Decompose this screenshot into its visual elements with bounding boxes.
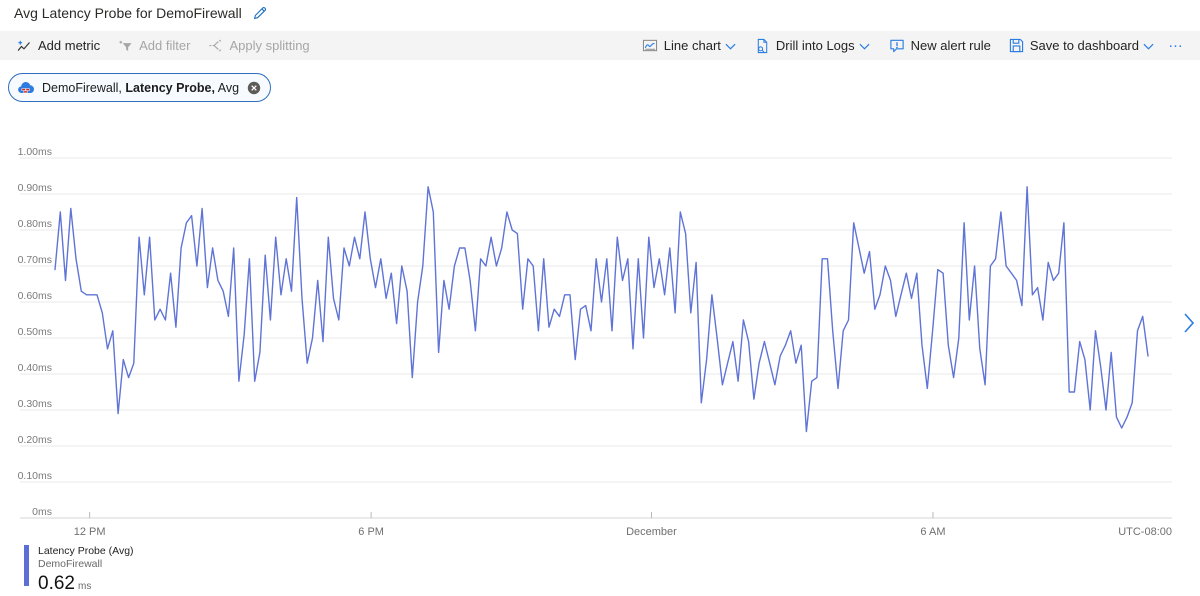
drill-into-logs-dropdown[interactable]: Drill into Logs <box>746 34 880 58</box>
line-chart-label: Line chart <box>663 38 721 53</box>
svg-text:0.80ms: 0.80ms <box>18 218 52 230</box>
metric-pill[interactable]: DemoFirewall, Latency Probe, Avg <box>8 73 272 102</box>
svg-text:0.10ms: 0.10ms <box>18 470 52 482</box>
add-metric-label: Add metric <box>38 38 101 53</box>
svg-text:0.50ms: 0.50ms <box>18 326 52 338</box>
add-filter-label: Add filter <box>139 38 191 53</box>
new-alert-rule-icon <box>889 39 904 52</box>
add-metric-icon <box>17 40 30 51</box>
chevron-down-icon <box>1143 43 1154 50</box>
more-commands-button[interactable]: … <box>1164 32 1192 59</box>
apply-splitting-label: Apply splitting <box>229 38 310 53</box>
chart-title-row: Avg Latency Probe for DemoFirewall <box>14 5 268 21</box>
svg-text:0.60ms: 0.60ms <box>18 290 52 302</box>
add-filter-icon <box>119 40 132 51</box>
legend-color-bar <box>24 545 29 586</box>
scroll-time-forward-button[interactable] <box>1180 310 1198 339</box>
apply-splitting-button[interactable]: Apply splitting <box>199 34 318 57</box>
new-alert-rule-button[interactable]: New alert rule <box>880 34 1000 58</box>
svg-text:UTC-08:00: UTC-08:00 <box>1118 526 1172 538</box>
legend-value-number: 0.62 <box>38 573 75 595</box>
legend-item[interactable]: Latency Probe (Avg) DemoFirewall 0.62 ms <box>24 545 134 596</box>
svg-text:0.20ms: 0.20ms <box>18 434 52 446</box>
new-alert-rule-label: New alert rule <box>910 38 991 53</box>
save-to-dashboard-dropdown[interactable]: Save to dashboard <box>1000 34 1164 57</box>
legend-resource-label: DemoFirewall <box>38 558 103 571</box>
legend-texts: Latency Probe (Avg) DemoFirewall 0.62 ms <box>38 545 134 596</box>
svg-text:12 PM: 12 PM <box>74 526 106 538</box>
drill-into-logs-label: Drill into Logs <box>775 38 855 53</box>
legend-value: 0.62 ms <box>38 572 134 596</box>
svg-text:6 AM: 6 AM <box>920 526 945 538</box>
svg-text:1.00ms: 1.00ms <box>18 146 52 158</box>
svg-text:0.40ms: 0.40ms <box>18 362 52 374</box>
page-title: Avg Latency Probe for DemoFirewall <box>14 5 242 21</box>
remove-metric-icon[interactable] <box>247 81 261 95</box>
chevron-right-icon <box>1184 313 1195 333</box>
pill-aggregation: Avg <box>217 80 240 95</box>
line-chart-dropdown[interactable]: Line chart <box>633 34 746 57</box>
svg-text:December: December <box>626 526 677 538</box>
line-chart-icon <box>642 39 657 52</box>
apply-splitting-icon <box>209 39 222 52</box>
save-to-dashboard-icon <box>1009 38 1024 53</box>
drill-into-logs-icon <box>757 38 768 53</box>
command-bar-left: Add metric Add filter Apply splitting <box>8 34 319 57</box>
svg-text:0.30ms: 0.30ms <box>18 398 52 410</box>
command-bar: Add metric Add filter Apply splitting <box>0 31 1200 60</box>
chevron-down-icon <box>725 43 736 50</box>
metric-pill-text: DemoFirewall, Latency Probe, Avg <box>42 81 239 95</box>
legend-series-label: Latency Probe (Avg) <box>38 545 134 557</box>
edit-title-icon[interactable] <box>252 5 268 21</box>
pill-metric: Latency Probe, <box>125 80 215 95</box>
add-metric-button[interactable]: Add metric <box>8 34 109 57</box>
add-filter-button[interactable]: Add filter <box>109 34 199 57</box>
pill-resource: DemoFirewall, <box>42 80 122 95</box>
svg-text:0ms: 0ms <box>32 506 52 518</box>
svg-text:0.70ms: 0.70ms <box>18 254 52 266</box>
svg-text:0.90ms: 0.90ms <box>18 182 52 194</box>
firewall-icon <box>18 81 35 93</box>
legend-value-unit: ms <box>77 581 92 593</box>
command-bar-right: Line chart Drill into Logs New <box>633 32 1192 59</box>
chevron-down-icon <box>859 43 870 50</box>
save-to-dashboard-label: Save to dashboard <box>1029 38 1139 53</box>
svg-text:6 PM: 6 PM <box>358 526 384 538</box>
